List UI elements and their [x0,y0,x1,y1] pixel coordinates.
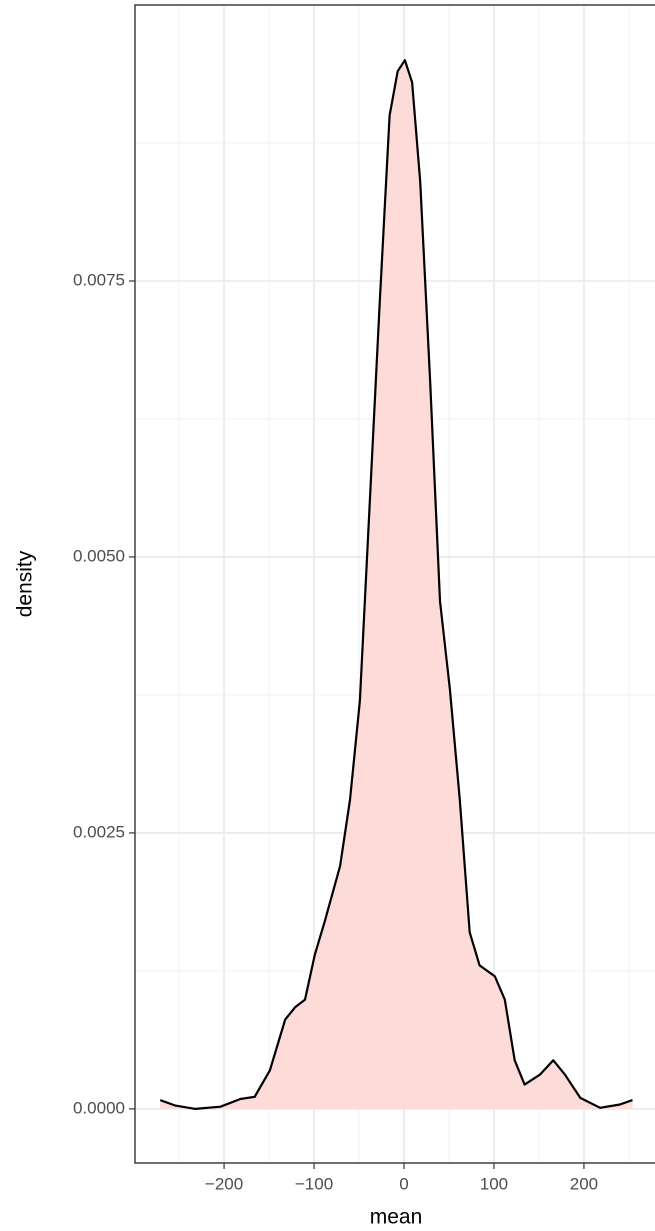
x-tick-label: −200 [205,1174,243,1193]
y-tick-label: 0.0025 [73,822,125,841]
y-tick-label: 0.0050 [73,546,125,565]
panel-border [134,4,655,1164]
density-area [160,60,633,1109]
y-tick-label: 0.0000 [73,1098,125,1117]
density-line [159,59,633,1110]
x-tick-label: 100 [480,1174,508,1193]
y-tick-label: 0.0075 [73,270,125,289]
y-axis-title: density [14,550,37,617]
x-tick-label: 0 [399,1174,408,1193]
x-tick-label: 200 [570,1174,598,1193]
x-axis-title: mean [370,1206,423,1229]
x-tick-label: −100 [295,1174,333,1193]
